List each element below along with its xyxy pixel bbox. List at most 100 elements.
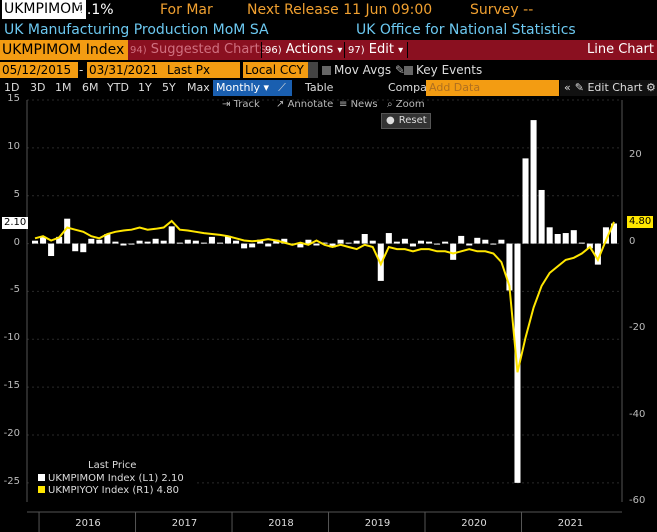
bar [578,242,585,244]
bar [482,239,489,244]
year-label: 2016 [75,518,101,529]
bar [297,243,304,248]
line-chart-icon[interactable]: ⟋ [272,80,292,96]
bar [112,241,119,244]
range-1y[interactable]: 1Y [138,81,152,94]
frequency-select[interactable]: Monthly ▾ [213,80,273,96]
currency-dropdown-icon[interactable] [308,62,318,78]
key-events-label: Key Events [416,63,483,77]
start-date-field[interactable]: 05/12/2015 [0,62,78,78]
reset-label: Reset [398,115,427,126]
bar [401,238,408,244]
bar [120,243,127,246]
bar [56,236,63,244]
bar [458,235,465,244]
bar [474,237,481,244]
left-tick-label: -15 [3,380,20,392]
right-tick-label: 0 [629,235,636,247]
key-events-toggle[interactable]: Key Events [404,62,482,78]
bar [289,243,296,245]
bar [514,243,521,483]
annotate-tool[interactable]: ↗ Annotate [276,99,334,110]
legend-item-yoy: UKMPIYOY Index (R1) 4.80 [38,485,179,496]
bar [233,240,240,244]
actions-button[interactable]: 96) Actions ▾ [265,40,342,60]
bar [176,242,183,244]
news-tool[interactable]: ≡ News [339,99,378,110]
divider [344,42,345,58]
bar [184,239,191,244]
bar [88,238,95,244]
survey: Survey -- [470,2,534,18]
right-tick-label: -20 [629,322,646,334]
range-ytd[interactable]: YTD [107,81,129,94]
chart-type-label[interactable]: Line Chart [587,42,654,57]
pencil-icon[interactable]: ✎ [394,63,405,77]
annotate-label: Annotate [287,99,334,110]
suggested-charts-button[interactable]: 94) Suggested Charts [130,40,267,60]
suggested-num: 94) [130,45,147,56]
bar [417,240,425,244]
add-data-input[interactable]: Add Data [426,80,559,96]
range-6m[interactable]: 6M [82,81,99,94]
bar [602,227,609,244]
left-tick-label: 0 [13,236,20,248]
bar [168,226,175,244]
right-tick-label: -40 [629,408,646,420]
legend-mom-value: 2.10 [161,473,184,484]
mov-avgs-toggle[interactable]: Mov Avgs ✎ [322,62,405,78]
bar [409,243,416,247]
edit-chart-button[interactable]: «✎ Edit Chart ⚙ [560,80,657,96]
bar [369,240,376,244]
bar [313,243,320,246]
range-max[interactable]: Max [187,81,210,94]
end-date-field[interactable]: 03/31/2021 [87,62,165,78]
left-tick-label: 15 [7,93,20,104]
year-label: 2021 [557,518,584,529]
legend-mom-name: UKMPIMOM Index (L1) [48,473,159,484]
bar [434,243,441,245]
range-3d[interactable]: 3D [30,81,46,94]
bar [522,158,529,244]
table-button[interactable]: Table [305,81,334,94]
actions-label: Actions [285,42,334,57]
track-label: Track [233,99,260,110]
bar [321,242,328,244]
range-1d[interactable]: 1D [4,81,20,94]
bar [426,241,433,244]
bar [208,236,215,244]
security-field[interactable]: UKMPIMOM Index [0,40,128,60]
bar [96,239,103,244]
bar [530,120,537,244]
bar [562,233,569,244]
left-axis-flag: 2.10 [2,217,29,230]
zoom-label: Zoom [395,99,425,110]
bar [281,238,288,244]
security-name: UK Manufacturing Production MoM SA [4,22,269,38]
zoom-tool[interactable]: ⌕ Zoom [387,99,425,110]
checkbox-icon [322,66,331,75]
collapse-icon[interactable]: « [564,81,571,94]
range-row: 1D 3D 1M 6M YTD 1Y 5Y Max Monthly ▾ ⟋ Ta… [0,80,657,96]
currency-select[interactable]: Local CCY [243,62,309,78]
bar [586,243,593,249]
bar [40,236,47,244]
ticker-symbol[interactable]: UKMPIMOM [2,0,87,19]
track-tool[interactable]: ⇥ Track [222,99,260,110]
range-1m[interactable]: 1M [55,81,72,94]
right-tick-label: -60 [629,495,646,506]
gear-icon[interactable]: ⚙ [645,81,656,94]
reset-button[interactable]: ● Reset [381,113,431,129]
price-field-select[interactable]: Last Px [165,62,240,78]
edit-button[interactable]: 97) Edit ▾ [348,40,403,60]
legend-swatch [38,486,45,493]
bar [345,242,352,244]
bar [337,239,344,244]
legend-title: Last Price [88,460,137,471]
range-5y[interactable]: 5Y [162,81,176,94]
bar [442,241,449,244]
left-tick-label: 5 [13,188,20,200]
bar [554,234,561,244]
chart-toolbar: UKMPIMOM Index 94) Suggested Charts 96) … [0,40,657,60]
bar [498,239,505,244]
